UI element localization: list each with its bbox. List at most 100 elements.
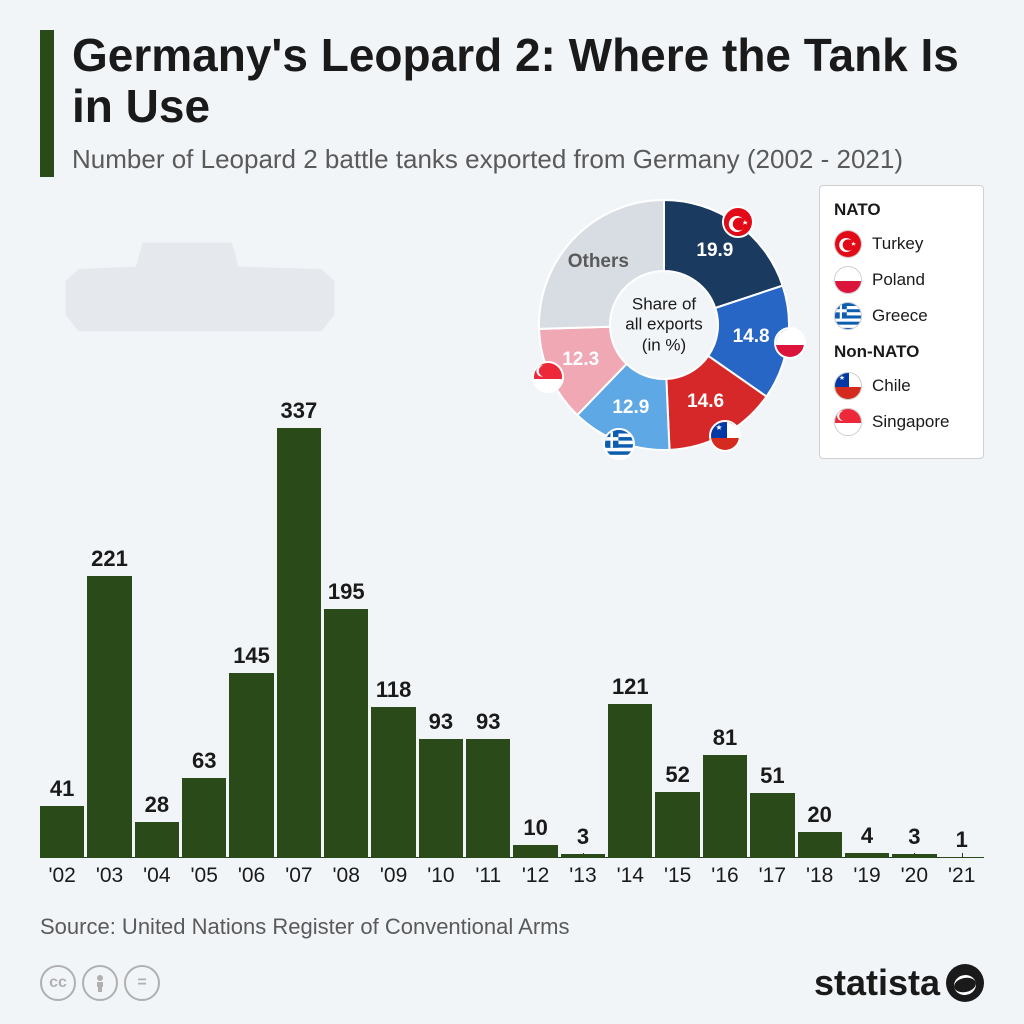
flag-badge-greece: [603, 428, 635, 460]
legend-row: Singapore: [834, 408, 969, 436]
bar-col: 221: [87, 546, 131, 858]
legend-label: Singapore: [872, 412, 950, 432]
legend-row: Greece: [834, 302, 969, 330]
header: Germany's Leopard 2: Where the Tank Is i…: [40, 30, 984, 177]
bar-col: 41: [40, 776, 84, 858]
bar: [892, 854, 936, 858]
brand: statista: [814, 962, 984, 1004]
bar-col: 51: [750, 763, 794, 858]
bar: [513, 845, 557, 858]
bar-value: 81: [713, 725, 737, 751]
donut-label-3: (in %): [625, 335, 702, 355]
x-tick: '20: [892, 864, 936, 888]
legend-flag-poland: [834, 266, 862, 294]
bar: [324, 609, 368, 858]
x-tick: '16: [703, 864, 747, 888]
legend-label: Chile: [872, 376, 911, 396]
bar-value: 337: [281, 398, 318, 424]
bar-value: 41: [50, 776, 74, 802]
source-text: Source: United Nations Register of Conve…: [40, 914, 984, 940]
bar: [703, 755, 747, 858]
bar-value: 10: [523, 815, 547, 841]
bar-col: 52: [655, 762, 699, 858]
donut-center-label: Share of all exports (in %): [625, 294, 702, 355]
bar-value: 1: [956, 827, 968, 853]
bar-value: 51: [760, 763, 784, 789]
bar-chart: 4122128631453371951189393103121528151204…: [40, 398, 984, 858]
donut-chart: Share of all exports (in %) 19.9 14.8 14.6…: [524, 185, 804, 465]
cc-icons: cc =: [40, 965, 160, 1001]
bar: [750, 793, 794, 858]
flag-badge-poland: [774, 327, 806, 359]
legend: NATOTurkeyPolandGreeceNon-NATOChileSinga…: [819, 185, 984, 459]
x-tick: '15: [655, 864, 699, 888]
slice-label: 19.9: [696, 240, 733, 262]
bar-col: 81: [703, 725, 747, 858]
bar-value: 52: [665, 762, 689, 788]
bar-col: 195: [324, 579, 368, 858]
bar: [608, 704, 652, 858]
bar-value: 121: [612, 674, 649, 700]
bar-col: 4: [845, 823, 889, 858]
bar: [655, 792, 699, 858]
x-tick: '03: [87, 864, 131, 888]
x-tick: '19: [845, 864, 889, 888]
bar: [229, 673, 273, 858]
bar: [419, 739, 463, 858]
bar-value: 4: [861, 823, 873, 849]
slice-label: 14.6: [687, 391, 724, 413]
bar: [466, 739, 510, 858]
bar-col: 145: [229, 643, 273, 858]
x-tick: '07: [277, 864, 321, 888]
x-tick: '08: [324, 864, 368, 888]
bar: [940, 857, 984, 858]
bar-col: 93: [466, 709, 510, 858]
bar-value: 3: [577, 824, 589, 850]
x-tick: '11: [466, 864, 510, 888]
donut-label-2: all exports: [625, 315, 702, 335]
x-tick: '13: [561, 864, 605, 888]
legend-row: Chile: [834, 372, 969, 400]
bar: [182, 778, 226, 858]
brand-logo-icon: [946, 964, 984, 1002]
x-tick: '12: [513, 864, 557, 888]
cc-by-icon: [82, 965, 118, 1001]
x-axis: '02'03'04'05'06'07'08'09'10'11'12'13'14'…: [40, 857, 984, 888]
x-tick: '10: [419, 864, 463, 888]
slice-label: 14.8: [733, 326, 770, 348]
bar-value: 63: [192, 748, 216, 774]
chart-title: Germany's Leopard 2: Where the Tank Is i…: [72, 30, 984, 131]
bar-col: 20: [798, 802, 842, 858]
donut-label-1: Share of: [625, 294, 702, 314]
slice-label: 12.3: [562, 349, 599, 371]
bar-value: 20: [807, 802, 831, 828]
bar-value: 195: [328, 579, 365, 605]
legend-flag-turkey: [834, 230, 862, 258]
bar: [40, 806, 84, 858]
bar-col: 121: [608, 674, 652, 858]
bar-col: 337: [277, 398, 321, 858]
tank-silhouette-icon: [40, 221, 360, 341]
bar: [561, 854, 605, 858]
chart-subtitle: Number of Leopard 2 battle tanks exporte…: [72, 143, 984, 177]
bar-value: 145: [233, 643, 270, 669]
legend-label: Greece: [872, 306, 928, 326]
bar-value: 221: [91, 546, 128, 572]
cc-nd-icon: =: [124, 965, 160, 1001]
legend-label: Poland: [872, 270, 925, 290]
x-tick: '14: [608, 864, 652, 888]
bar: [798, 832, 842, 858]
bar-value: 93: [429, 709, 453, 735]
x-tick: '21: [940, 864, 984, 888]
bar-value: 118: [376, 677, 412, 703]
legend-flag-singapore: [834, 408, 862, 436]
bar-col: 63: [182, 748, 226, 858]
legend-heading: Non-NATO: [834, 342, 969, 362]
bar-value: 93: [476, 709, 500, 735]
bar-col: 118: [371, 677, 415, 858]
legend-row: Poland: [834, 266, 969, 294]
brand-text: statista: [814, 962, 940, 1004]
bar-col: 3: [892, 824, 936, 858]
legend-flag-greece: [834, 302, 862, 330]
bar-value: 3: [908, 824, 920, 850]
